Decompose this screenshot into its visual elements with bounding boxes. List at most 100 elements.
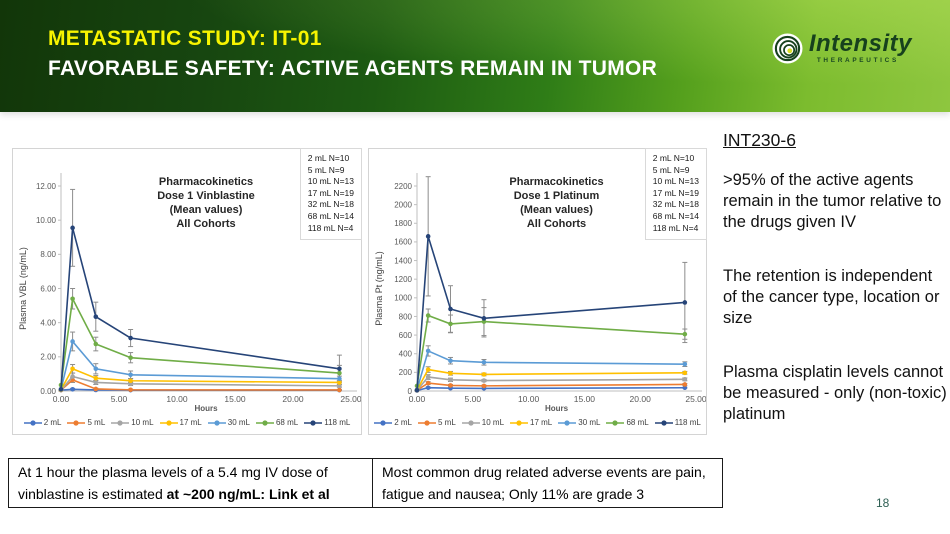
x-tick-label: 5.00: [465, 394, 482, 404]
cohort-count: 118 mL N=4: [307, 222, 354, 233]
series-line: [416, 382, 685, 391]
legend-label: 118 mL: [324, 418, 351, 427]
legend-item: 17 mL: [159, 418, 202, 427]
legend-label: 68 mL: [275, 418, 299, 427]
data-point-marker: [70, 225, 75, 231]
data-point-marker: [425, 234, 431, 239]
cohort-count: 5 mL N=9: [307, 164, 345, 175]
data-point-marker: [337, 387, 342, 393]
legend-label: 30 mL: [227, 418, 250, 427]
x-tick-label: 15.00: [224, 394, 246, 404]
vinblastine-plot: 0.00 2.00 4.00 6.00 8.00 10.00 12.00 0.00 5.00 10…: [18, 173, 361, 413]
data-point-marker: [425, 385, 431, 391]
cohort-count: 32 mL N=18: [652, 199, 699, 210]
y-tick-label: 1000: [394, 294, 412, 303]
legend-item: 2 mL: [23, 418, 62, 427]
series-line: [60, 296, 340, 386]
data-point-marker: [448, 358, 453, 364]
y-tick-label: 0: [408, 387, 413, 396]
legend-item: 30 mL: [207, 418, 250, 427]
data-point-marker: [58, 386, 64, 392]
y-tick-label: 1600: [394, 238, 412, 247]
data-point-marker: [481, 378, 487, 383]
y-tick-label: 600: [399, 331, 413, 340]
data-point-marker: [93, 386, 99, 392]
legend-swatch: [461, 419, 480, 426]
legend-label: 5 mL: [437, 418, 456, 427]
chart-title-line: Dose 1 Platinum: [514, 190, 600, 202]
sidebar-heading: INT230-6: [723, 130, 796, 150]
legend-swatch: [67, 419, 86, 426]
data-point-marker: [93, 366, 99, 372]
legend-swatch: [255, 419, 274, 426]
data-point-marker: [682, 377, 688, 382]
data-point-marker: [682, 370, 688, 376]
legend-label: 10 mL: [131, 418, 154, 427]
data-point-marker: [337, 376, 342, 381]
x-tick-label: 10.00: [166, 394, 188, 404]
data-point-marker: [93, 314, 99, 319]
data-point-marker: [70, 366, 75, 372]
data-point-marker: [481, 316, 487, 321]
legend-label: 10 mL: [481, 418, 505, 427]
legend-label: 68 mL: [626, 418, 649, 427]
chart-title-line: Pharmacokinetics: [509, 176, 603, 188]
y-axis-title: Plasma Pt (ng/mL): [374, 251, 384, 326]
data-point-marker: [448, 306, 453, 312]
footnote-vinblastine: At 1 hour the plasma levels of a 5.4 mg …: [9, 459, 373, 507]
legend-swatch: [207, 419, 226, 426]
cohort-count: 5 mL N=9: [652, 164, 690, 175]
sidebar-paragraph-independence: The retention is independent of the canc…: [723, 267, 940, 327]
y-tick-label: 2.00: [40, 353, 56, 362]
vinblastine-chart-panel: 0.00 2.00 4.00 6.00 8.00 10.00 12.00 0.00 5.00 10…: [12, 148, 362, 435]
legend-item: 68 mL: [255, 418, 299, 427]
data-point-marker: [425, 367, 431, 372]
sidebar-paragraph-retention: >95% of the active agents remain in the …: [723, 171, 942, 231]
y-tick-label: 6.00: [40, 284, 56, 293]
y-tick-label: 200: [399, 368, 413, 377]
cohort-count: 17 mL N=19: [307, 187, 354, 198]
x-tick-label: 25.00: [685, 394, 706, 404]
data-point-marker: [448, 383, 453, 388]
data-point-marker: [128, 387, 133, 393]
page-number: 18: [876, 496, 890, 510]
x-tick-label: 25.00: [340, 394, 361, 404]
data-point-marker: [93, 341, 99, 347]
y-tick-label: 10.00: [36, 216, 57, 225]
legend-label: 2 mL: [43, 418, 62, 427]
cohort-count: 32 mL N=18: [307, 199, 354, 210]
legend-label: 118 mL: [674, 418, 701, 427]
data-point-marker: [481, 319, 487, 324]
data-point-marker: [682, 300, 688, 305]
cohort-count: 10 mL N=13: [307, 176, 354, 187]
chart-title-line: All Cohorts: [176, 218, 235, 230]
legend-label: 2 mL: [394, 418, 412, 427]
y-tick-label: 1800: [394, 219, 412, 228]
data-point-marker: [425, 380, 431, 386]
x-tick-label: 20.00: [630, 394, 652, 404]
logo-text: Intensity THERAPEUTICS: [809, 32, 912, 64]
footnote-vinblastine-text: At 1 hour the plasma levels of a 5.4 mg …: [18, 464, 328, 502]
series-line: [416, 236, 685, 391]
concentric-circles-icon: [772, 33, 803, 64]
legend-swatch: [510, 419, 529, 426]
chart-title-line: (Mean values): [170, 204, 243, 216]
logo-subtitle: THERAPEUTICS: [816, 57, 899, 64]
data-point-marker: [337, 383, 342, 389]
cohort-count: 17 mL N=19: [652, 187, 699, 198]
cohort-count: 68 mL N=14: [652, 210, 699, 221]
legend-swatch: [304, 419, 323, 426]
y-tick-label: 2200: [394, 182, 412, 191]
data-point-marker: [682, 385, 688, 391]
data-point-marker: [128, 355, 133, 360]
series-line: [60, 227, 340, 390]
x-tick-label: 5.00: [111, 394, 128, 404]
data-point-marker: [481, 372, 487, 377]
y-axis-title: Plasma VBL (ng/mL): [18, 247, 28, 330]
data-point-marker: [337, 380, 342, 385]
series-line: [60, 367, 340, 391]
legend-swatch: [417, 419, 436, 426]
data-point-marker: [448, 377, 453, 383]
data-point-marker: [93, 375, 99, 381]
